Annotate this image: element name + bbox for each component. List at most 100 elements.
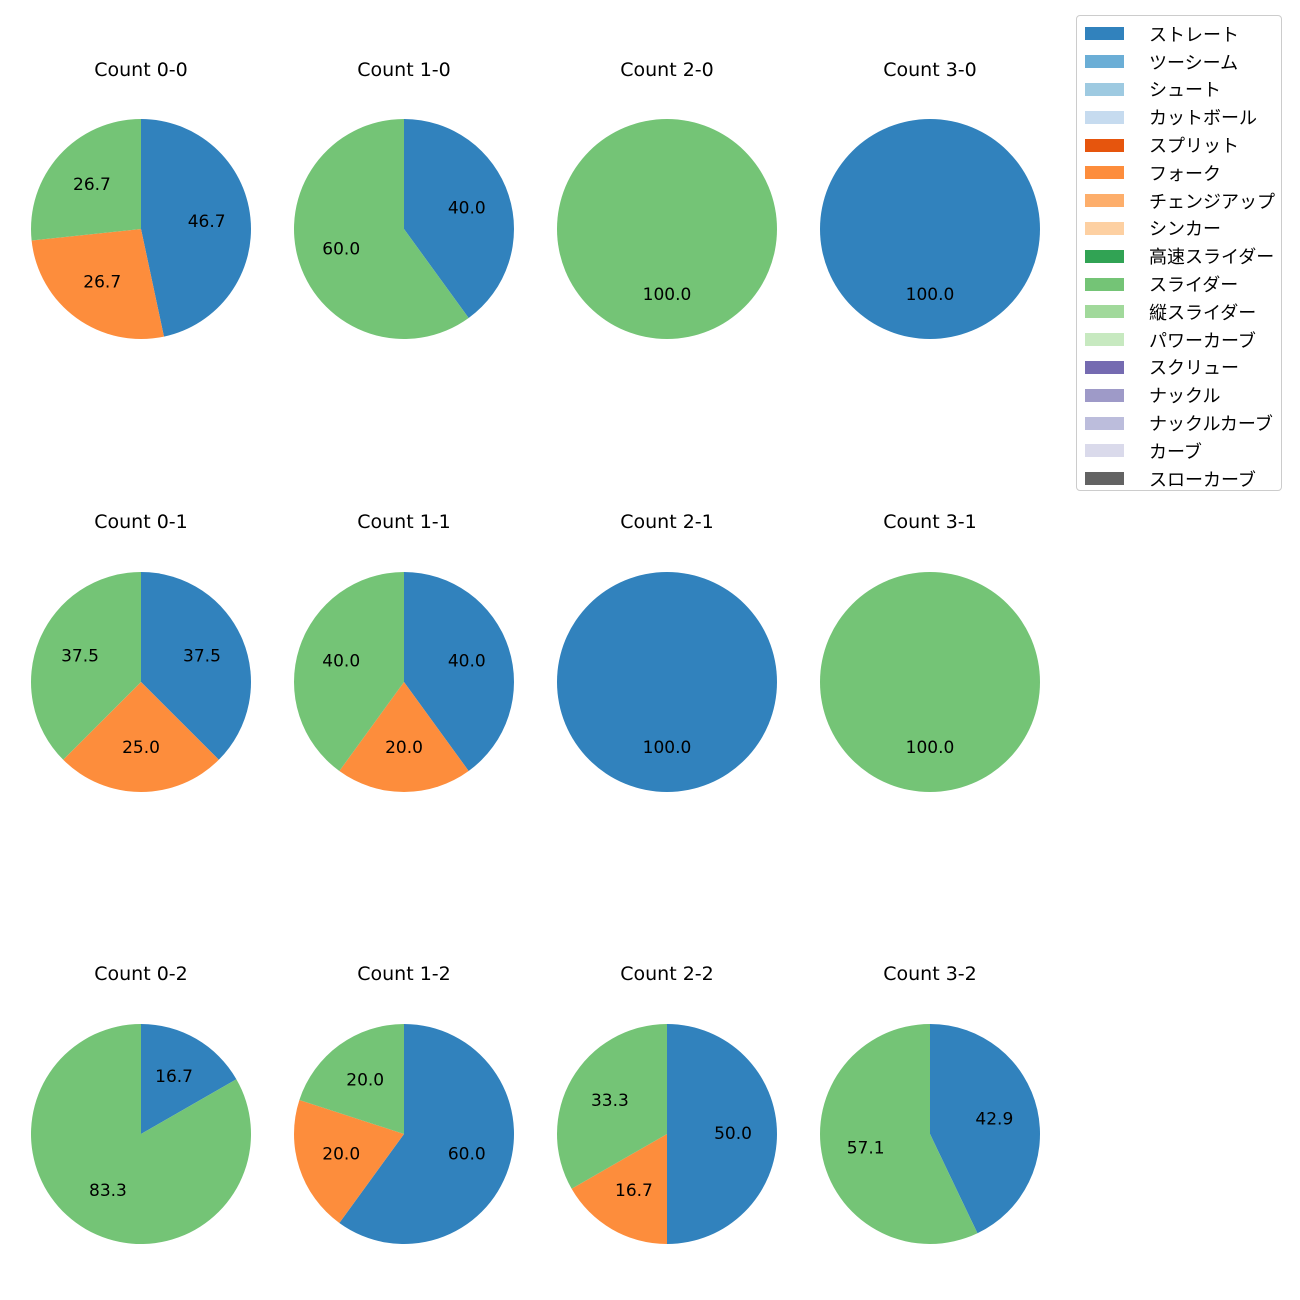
legend-label: スクリュー xyxy=(1149,358,1239,380)
legend-item: スライダー xyxy=(1077,270,1281,298)
legend-swatch xyxy=(1085,305,1124,319)
pie-title: Count 0-2 xyxy=(94,963,188,985)
legend-label: ナックルカーブ xyxy=(1149,414,1273,436)
pie-chart: Count 2-1 100.0 xyxy=(557,511,777,792)
slice-label: 20.0 xyxy=(346,1071,384,1091)
legend-swatch xyxy=(1085,221,1124,235)
legend-item: スクリュー xyxy=(1077,354,1281,382)
slice-label: 37.5 xyxy=(61,647,99,667)
legend-label: シュート xyxy=(1149,80,1221,102)
legend-label: カーブ xyxy=(1149,441,1202,463)
slice-label: 83.3 xyxy=(89,1181,127,1201)
pie-slice xyxy=(667,1024,777,1244)
pie-chart: Count 0-1 37.5 25.0 37.5 xyxy=(31,511,251,792)
slice-label: 33.3 xyxy=(591,1091,629,1111)
pie-slice xyxy=(299,1024,404,1134)
pie-slice xyxy=(30,119,141,241)
legend-item: ナックルカーブ xyxy=(1077,409,1281,437)
legend-label: フォーク xyxy=(1149,163,1221,185)
legend-swatch xyxy=(1085,82,1124,96)
legend-swatch xyxy=(1085,194,1124,208)
slice-label: 26.7 xyxy=(83,272,121,292)
pie-slice xyxy=(404,572,515,771)
legend-swatch xyxy=(1085,27,1124,41)
slice-label: 20.0 xyxy=(385,738,423,758)
pie-title: Count 2-1 xyxy=(620,511,714,533)
pie-chart: Count 1-1 40.0 20.0 40.0 xyxy=(293,511,515,792)
legend-swatch xyxy=(1085,388,1124,402)
legend-item: シュート xyxy=(1077,76,1281,104)
legend-swatch xyxy=(1085,166,1124,180)
legend-label: スライダー xyxy=(1149,275,1239,297)
legend-swatch xyxy=(1085,416,1124,430)
legend-item: ストレート xyxy=(1077,20,1281,48)
pie-chart: Count 3-0 100.0 xyxy=(820,59,1040,339)
slice-label: 37.5 xyxy=(183,647,221,667)
slice-label: 46.7 xyxy=(188,212,226,232)
slice-label: 57.1 xyxy=(847,1139,885,1159)
slice-label: 100.0 xyxy=(906,738,955,758)
legend-label: 縦スライダー xyxy=(1149,302,1257,324)
pie-chart: Count 3-2 42.9 57.1 xyxy=(819,963,1040,1244)
pie-chart: Count 0-2 16.7 83.3 xyxy=(31,963,251,1244)
pie-title: Count 3-1 xyxy=(883,511,977,533)
pie-slice xyxy=(820,572,1040,792)
legend-label: チェンジアップ xyxy=(1149,191,1275,213)
pie-title: Count 1-2 xyxy=(357,963,451,985)
legend: ストレートツーシームシュートカットボール スプリットフォークチェンジアップ シンカー… xyxy=(1076,15,1282,491)
pie-slice xyxy=(31,229,164,339)
pie-slice xyxy=(557,572,777,792)
legend-item: ナックル xyxy=(1077,381,1281,409)
legend-item: フォーク xyxy=(1077,159,1281,187)
pie-slice xyxy=(294,1100,404,1223)
legend-item: 高速スライダー xyxy=(1077,242,1281,270)
legend-label: 高速スライダー xyxy=(1149,247,1275,269)
legend-item: スプリット xyxy=(1077,131,1281,159)
pie-slice xyxy=(31,572,141,760)
pie-chart: Count 1-0 40.0 60.0 xyxy=(294,59,515,339)
legend-swatch xyxy=(1085,333,1124,347)
pie-chart: Count 2-0 100.0 xyxy=(557,59,777,339)
legend-swatch xyxy=(1085,360,1124,374)
legend-swatch xyxy=(1085,110,1124,124)
pie-title: Count 2-0 xyxy=(620,59,714,81)
slice-label: 60.0 xyxy=(448,1144,486,1164)
legend-label: スローカーブ xyxy=(1149,469,1256,491)
pie-slice xyxy=(339,1024,515,1244)
legend-label: カットボール xyxy=(1149,108,1257,130)
pie-slice xyxy=(571,1134,667,1244)
legend-swatch xyxy=(1085,472,1124,486)
slice-label: 25.0 xyxy=(122,738,160,758)
pie-slice xyxy=(557,119,777,339)
legend-item: スローカーブ xyxy=(1077,465,1281,493)
pie-chart: Count 3-1 100.0 xyxy=(820,511,1040,792)
pie-title: Count 3-2 xyxy=(883,963,977,985)
legend-label: ツーシーム xyxy=(1149,52,1239,74)
legend-swatch xyxy=(1085,444,1124,458)
pie-title: Count 0-1 xyxy=(94,511,188,533)
pie-slice xyxy=(339,682,469,792)
slice-label: 26.7 xyxy=(73,175,111,195)
legend-swatch xyxy=(1085,277,1124,291)
legend-label: シンカー xyxy=(1149,219,1221,241)
pie-slice xyxy=(63,682,219,792)
legend-item: チェンジアップ xyxy=(1077,187,1281,215)
pie-chart: Count 1-2 60.0 20.0 20.0 xyxy=(294,963,515,1244)
legend-item: ツーシーム xyxy=(1077,48,1281,76)
slice-label: 20.0 xyxy=(322,1144,360,1164)
legend-item: カットボール xyxy=(1077,103,1281,131)
legend-item: パワーカーブ xyxy=(1077,326,1281,354)
legend-label: ナックル xyxy=(1149,386,1221,408)
legend-item: シンカー xyxy=(1077,215,1281,243)
slice-label: 100.0 xyxy=(906,285,955,305)
slice-label: 50.0 xyxy=(714,1124,752,1144)
pie-title: Count 0-0 xyxy=(94,59,188,81)
slice-label: 16.7 xyxy=(615,1181,653,1201)
pie-slice xyxy=(294,119,469,339)
legend-item: 縦スライダー xyxy=(1077,298,1281,326)
pie-slice xyxy=(819,1024,978,1244)
slice-label: 42.9 xyxy=(975,1109,1013,1129)
pie-slice xyxy=(31,1023,251,1244)
legend-swatch xyxy=(1085,138,1124,152)
pie-chart: Count 0-0 46.7 26.7 26.7 xyxy=(30,59,251,339)
